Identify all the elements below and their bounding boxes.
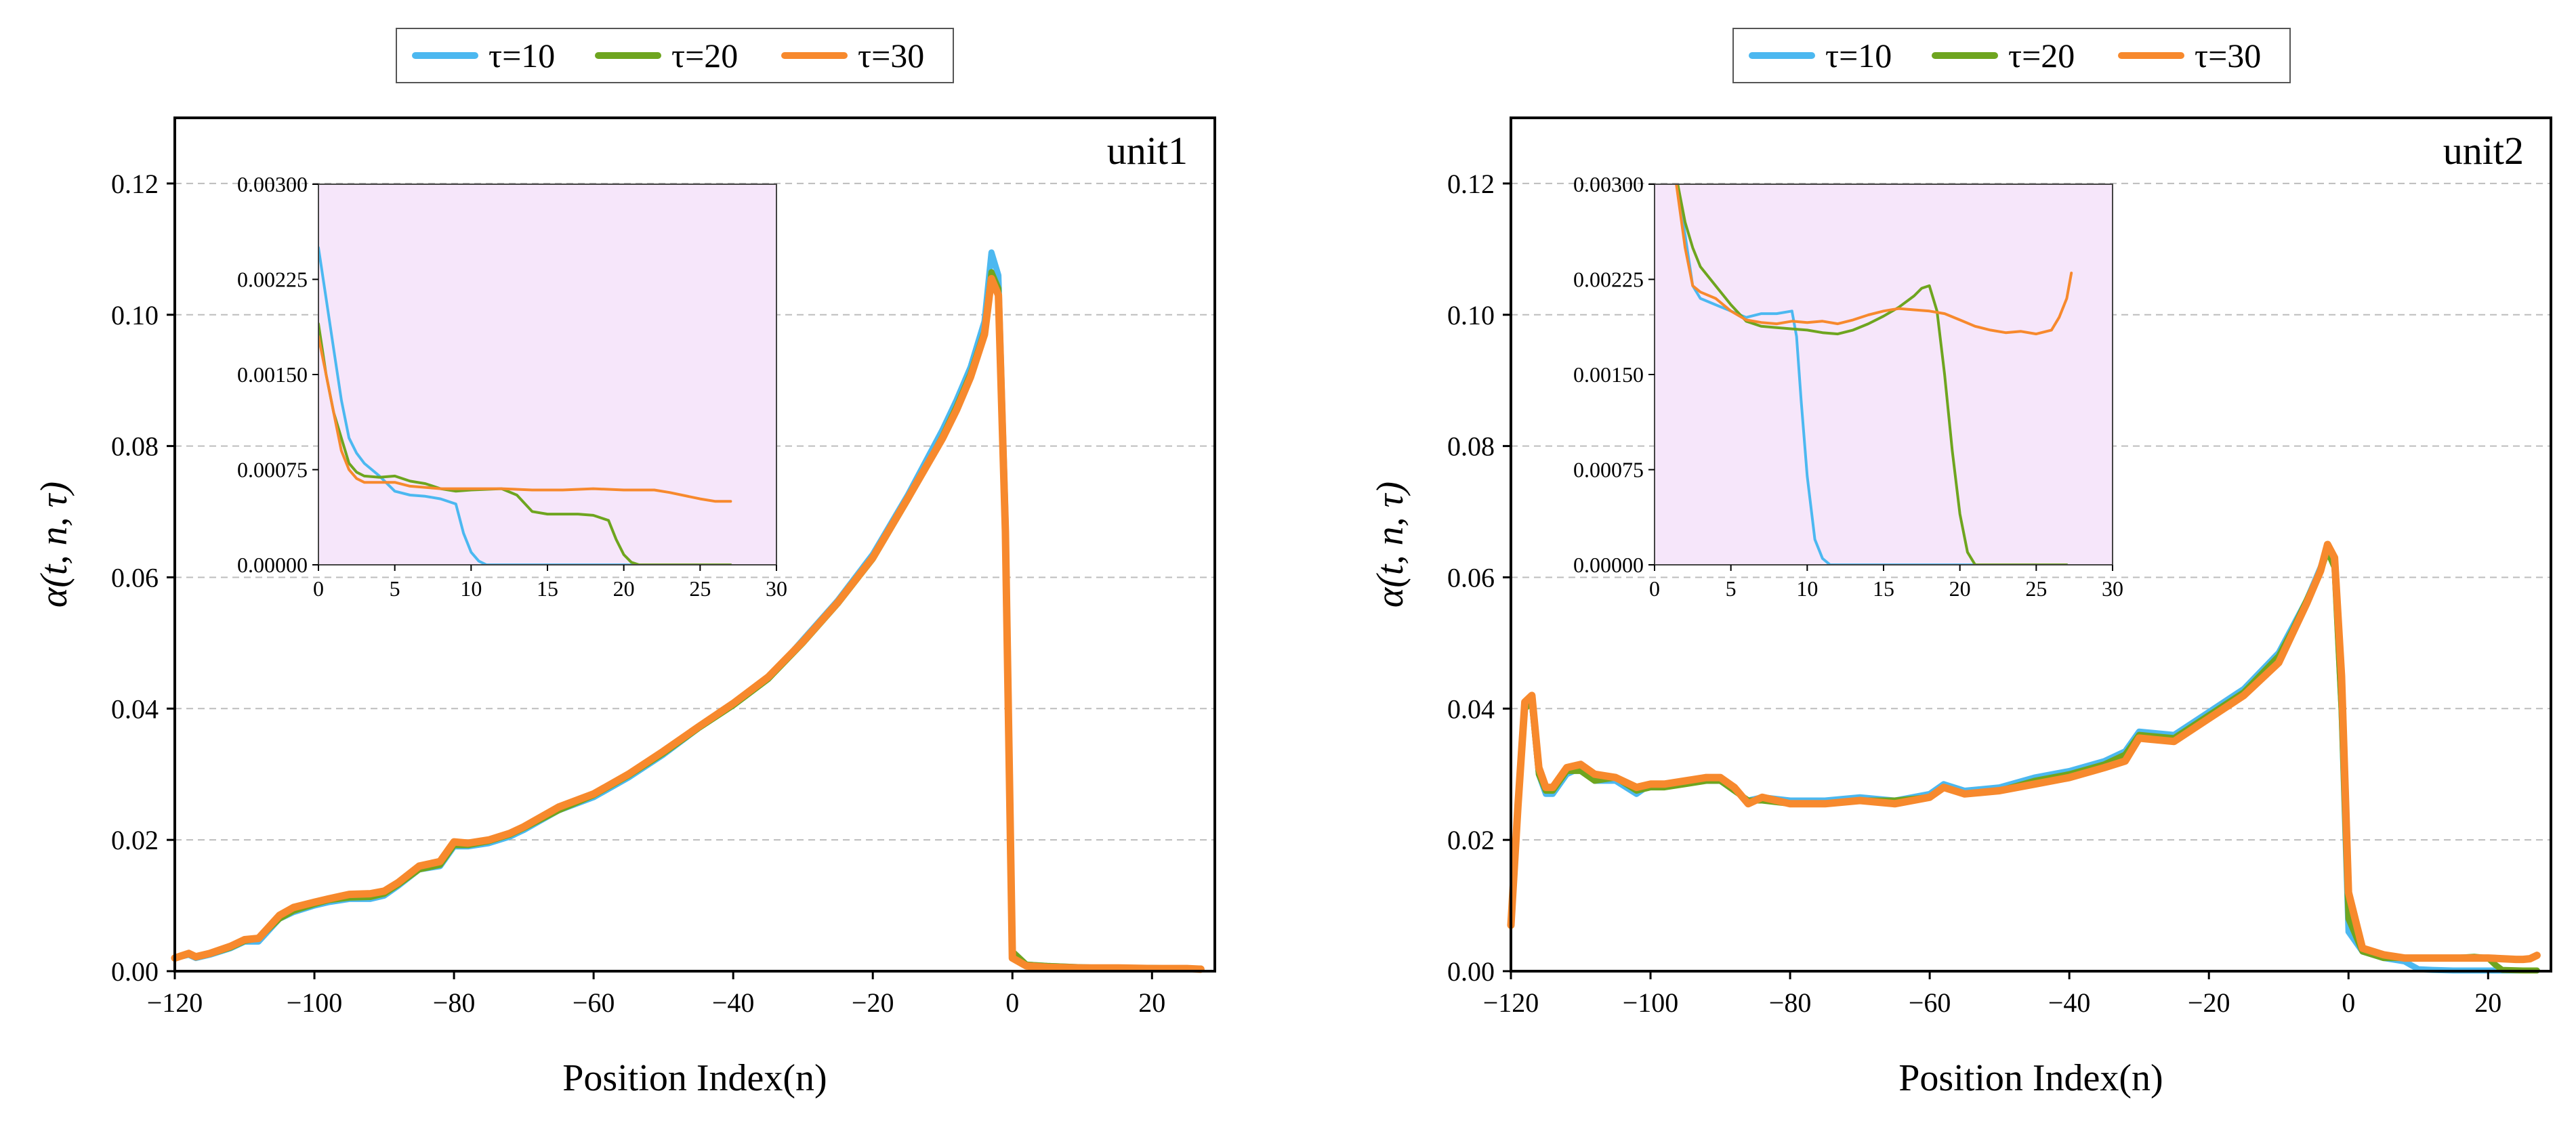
inset-lines: [1675, 184, 2073, 565]
plot-frame: [173, 116, 1216, 973]
inset-x-tick-label: 5: [1726, 576, 1737, 601]
inset-y-tick-label: 0.00150: [1573, 362, 1644, 387]
legend: τ=10 τ=20 τ=30: [1732, 28, 2291, 83]
inset-x-tick-label: 5: [390, 576, 400, 601]
x-tick-label: −120: [147, 987, 203, 1018]
x-tick-label: 20: [1138, 987, 1165, 1018]
x-axis-label: Position Index(n): [562, 1057, 827, 1099]
y-tick-label: 0.06: [1447, 562, 1495, 593]
inset-y-tick-label: 0.00225: [1573, 268, 1644, 292]
y-tick-label: 0.00: [111, 956, 159, 987]
y-tick-label: 0.00: [1447, 956, 1495, 987]
y-axis-label: α(t, n, τ): [1369, 482, 1411, 607]
y-tick-label: 0.10: [111, 300, 159, 330]
inset-y-tick-label: 0.00075: [1573, 458, 1644, 482]
inset-x-tick-label: 25: [689, 576, 711, 601]
y-tick-label: 0.08: [1447, 431, 1495, 462]
y-tick-label: 0.04: [1447, 693, 1495, 724]
x-tick-label: 0: [1005, 987, 1019, 1018]
x-tick-label: −80: [1769, 987, 1812, 1018]
y-tick-label: 0.06: [111, 562, 159, 593]
inset-series-line-tau10: [318, 246, 732, 565]
inset-x-tick-label: 15: [537, 576, 558, 601]
x-tick-label: −100: [287, 987, 343, 1018]
inset-x-tick-label: 15: [1873, 576, 1894, 601]
inset-x-tick-label: 10: [460, 576, 482, 601]
legend-label: τ=10: [489, 37, 555, 74]
series-line-tau30: [1507, 540, 2541, 964]
chart-title: unit1: [1107, 129, 1188, 173]
y-tick-label: 0.10: [1447, 300, 1495, 330]
series-line-tau30: [171, 275, 1205, 973]
legend-label: τ=30: [2195, 37, 2261, 74]
inset-y-tick-label: 0.00150: [237, 362, 308, 387]
inset-y-tick-label: 0.00300: [237, 172, 308, 196]
y-tick-label: 0.12: [1447, 169, 1495, 199]
legend-label: τ=20: [2008, 37, 2075, 74]
inset-series-line-tau10: [1676, 184, 2069, 565]
legend-label: τ=30: [858, 37, 924, 74]
inset-chart: 0 5 10 15 20 25 30 0.00000 0.00075 0.00150 0.00225…: [1573, 172, 2123, 601]
x-tick-label: −120: [1483, 987, 1539, 1018]
chart-title: unit2: [2443, 129, 2524, 173]
y-tick-label: 0.02: [1447, 825, 1495, 855]
inset-lines: [318, 246, 732, 565]
series-line-tau20: [1508, 548, 2540, 974]
inset-y-tick-label: 0.00000: [1573, 553, 1644, 577]
x-tick-label: 0: [2342, 987, 2355, 1018]
inset-x-tick-label: 10: [1796, 576, 1818, 601]
inset-series-line-tau30: [1675, 184, 2073, 336]
x-tick-label: −60: [573, 987, 615, 1018]
inset-x-tick-label: 30: [766, 576, 787, 601]
inset-series-line-tau20: [1676, 184, 2069, 565]
plot-frame: [1510, 116, 2552, 973]
legend-box: [1732, 28, 2291, 83]
x-tick-label: −40: [2048, 987, 2091, 1018]
inset-y-tick-label: 0.00300: [1573, 172, 1644, 196]
legend-box: [396, 28, 954, 83]
inset-x-tick-label: 0: [313, 576, 324, 601]
chart-unit2: −120 −100 −80 −60 −40 −20 0 20 0.00 0.02 0.04 0.06 0…: [1369, 28, 2552, 1099]
y-axis-label: α(t, n, τ): [33, 482, 75, 607]
y-tick-label: 0.12: [111, 169, 159, 199]
y-tick-label: 0.08: [111, 431, 159, 462]
inset-x-tick-label: 20: [1949, 576, 1971, 601]
x-tick-label: −40: [712, 987, 755, 1018]
inset-y-tick-label: 0.00075: [237, 458, 308, 482]
series-line-tau10: [1508, 545, 2540, 974]
x-tick-label: −80: [433, 987, 476, 1018]
x-axis-label: Position Index(n): [1898, 1057, 2163, 1099]
chart-unit1: −120 −100 −80 −60 −40 −20 0 20 0.00 0.02 0.04 0.06 0…: [33, 28, 1216, 1099]
inset-x-tick-label: 20: [613, 576, 635, 601]
inset-y-tick-label: 0.00225: [237, 268, 308, 292]
inset-background: [318, 184, 776, 565]
legend-label: τ=10: [1825, 37, 1892, 74]
x-tick-label: −20: [2188, 987, 2230, 1018]
legend: τ=10 τ=20 τ=30: [396, 28, 954, 83]
x-tick-label: −20: [852, 987, 894, 1018]
x-tick-label: −60: [1909, 987, 1951, 1018]
inset-series-line-tau30: [318, 335, 732, 503]
inset-y-tick-label: 0.00000: [237, 553, 308, 577]
legend-label: τ=20: [671, 37, 738, 74]
inset-chart: 0 5 10 15 20 25 30 0.00000 0.00075 0.00150 0.00225…: [237, 172, 787, 601]
y-tick-label: 0.02: [111, 825, 159, 855]
inset-x-tick-label: 0: [1649, 576, 1660, 601]
inset-x-tick-label: 30: [2102, 576, 2123, 601]
inset-background: [1655, 184, 2113, 565]
x-tick-label: −100: [1623, 987, 1679, 1018]
x-tick-label: 20: [2474, 987, 2501, 1018]
y-tick-label: 0.04: [111, 693, 159, 724]
inset-x-tick-label: 25: [2025, 576, 2047, 601]
